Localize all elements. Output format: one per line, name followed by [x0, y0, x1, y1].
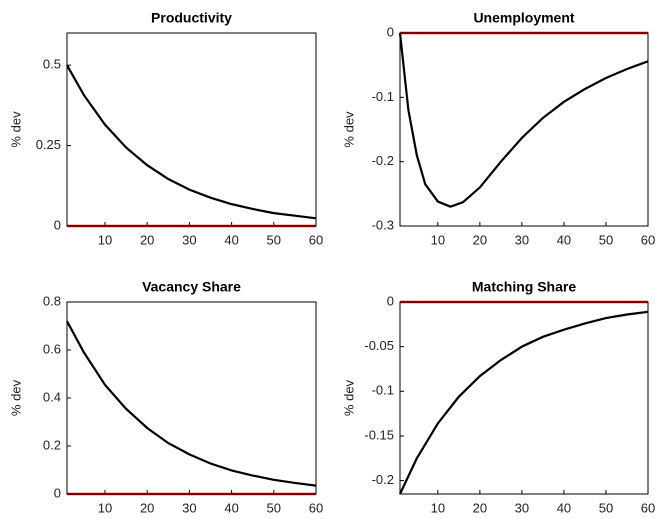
y-axis-label: % dev	[8, 111, 23, 148]
x-tick-label: 20	[140, 500, 154, 515]
line-series	[398, 32, 649, 208]
y-tick-label: -0.2	[372, 153, 394, 168]
x-tick-label: 50	[267, 500, 281, 515]
x-tick-label: 20	[473, 232, 487, 247]
x-tick-label: 30	[515, 500, 529, 515]
y-tick-label: -0.1	[372, 89, 394, 104]
panel-title: Unemployment	[473, 10, 574, 26]
x-tick-label: 50	[267, 232, 281, 247]
y-tick-label: 0.2	[43, 437, 61, 452]
plot-area	[67, 33, 316, 226]
x-tick-label: 60	[641, 500, 655, 515]
x-tick-label: 60	[309, 500, 323, 515]
y-tick-label: 0.5	[43, 57, 61, 72]
y-axis-label: % dev	[341, 111, 356, 148]
y-tick-label: -0.15	[364, 427, 394, 442]
axes-frame	[66, 32, 317, 227]
y-axis-label: % dev	[341, 379, 356, 416]
panel-title: Matching Share	[472, 279, 576, 295]
x-tick-label: 10	[98, 232, 112, 247]
x-tick-label: 20	[473, 500, 487, 515]
x-tick-label: 40	[224, 232, 238, 247]
plot-area	[67, 302, 316, 494]
y-axis-label: % dev	[8, 379, 23, 416]
plot-area	[400, 33, 648, 226]
panel-title: Vacancy Share	[142, 279, 241, 295]
x-tick-label: 60	[309, 232, 323, 247]
line-series	[66, 64, 317, 220]
y-tick-label: -0.2	[372, 472, 394, 487]
y-tick-label: 0	[54, 217, 61, 232]
y-tick-label: 0	[387, 293, 394, 308]
x-tick-label: 50	[599, 500, 613, 515]
y-tick-label: -0.1	[372, 383, 394, 398]
plot-area	[400, 302, 648, 494]
y-tick-label: 0.25	[36, 137, 61, 152]
x-tick-label: 10	[98, 500, 112, 515]
y-tick-label: 0.8	[43, 293, 61, 308]
line-series	[66, 320, 317, 487]
y-tick-label: 0	[387, 24, 394, 39]
x-tick-label: 40	[224, 500, 238, 515]
line-series	[399, 310, 649, 495]
y-tick-label: -0.3	[372, 217, 394, 232]
axes-frame	[399, 301, 649, 495]
x-tick-label: 30	[182, 500, 196, 515]
axes-frame	[66, 301, 317, 495]
axes-frame	[399, 32, 649, 227]
panel-title: Productivity	[151, 10, 232, 26]
x-tick-label: 50	[599, 232, 613, 247]
x-tick-label: 10	[431, 500, 445, 515]
x-tick-label: 20	[140, 232, 154, 247]
x-tick-label: 40	[557, 500, 571, 515]
x-tick-label: 30	[182, 232, 196, 247]
x-tick-label: 30	[515, 232, 529, 247]
x-tick-label: 10	[431, 232, 445, 247]
x-tick-label: 40	[557, 232, 571, 247]
x-tick-label: 60	[641, 232, 655, 247]
y-tick-label: 0	[54, 485, 61, 500]
y-tick-label: -0.05	[364, 338, 394, 353]
y-tick-label: 0.4	[43, 389, 61, 404]
y-tick-label: 0.6	[43, 341, 61, 356]
